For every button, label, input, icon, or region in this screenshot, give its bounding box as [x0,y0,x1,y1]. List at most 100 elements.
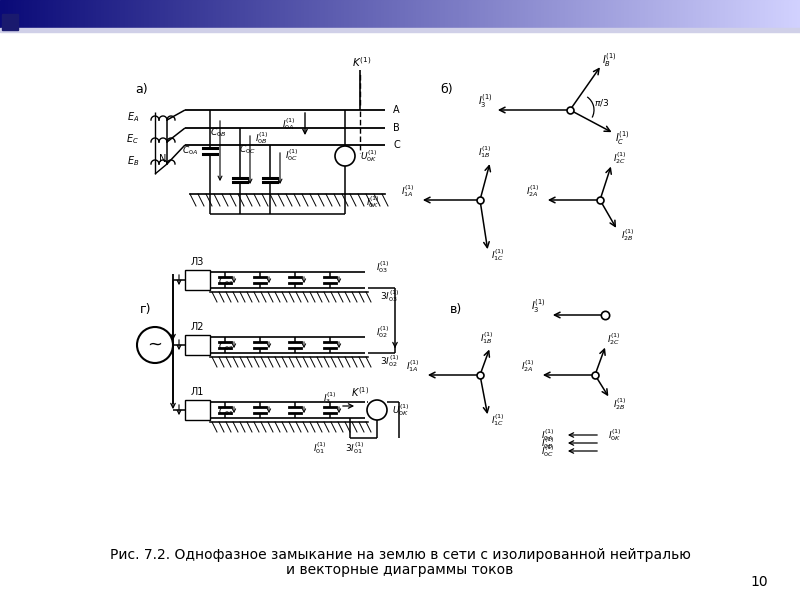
Bar [94,0,97,28]
Text: $\pi/3$: $\pi/3$ [594,97,610,107]
Bar [798,0,800,28]
Text: $I_{2A}^{(1)}$: $I_{2A}^{(1)}$ [521,358,535,374]
Bar [426,0,430,28]
Text: $I_C^{(1)}$: $I_C^{(1)}$ [615,130,630,148]
Bar [614,0,617,28]
Bar [766,0,769,28]
Bar [594,0,598,28]
Bar [82,0,86,28]
Bar [546,0,550,28]
Bar [86,0,89,28]
Bar [520,0,524,28]
Text: $I_{2C}^{(1)}$: $I_{2C}^{(1)}$ [607,331,621,347]
Bar [526,0,529,28]
Bar [16,0,20,28]
Text: A: A [393,105,400,115]
Bar [694,0,697,28]
Bar [222,0,225,28]
Bar [238,0,241,28]
Bar [296,0,300,28]
Text: $I_3^{(1)}$: $I_3^{(1)}$ [478,92,492,110]
Bar [554,0,558,28]
Bar [450,0,454,28]
Bar [650,0,654,28]
Bar [248,0,252,28]
Bar [464,0,468,28]
Bar [322,0,326,28]
Bar [0,0,4,28]
Bar [490,0,494,28]
Bar [656,0,660,28]
Bar [42,0,46,28]
Bar [626,0,630,28]
Bar [226,0,230,28]
Bar [72,0,76,28]
Bar [470,0,473,28]
Bar [622,0,625,28]
Bar [688,0,692,28]
Bar [166,0,169,28]
Bar [280,0,284,28]
Bar [338,0,342,28]
Bar [102,0,105,28]
Bar [224,0,228,28]
Bar [778,0,782,28]
Bar [200,0,204,28]
Text: $I_{2C}^{(1)}$: $I_{2C}^{(1)}$ [613,150,626,166]
Text: $3I_{02}^{(1)}$: $3I_{02}^{(1)}$ [380,353,400,369]
Bar [386,0,390,28]
Text: $I_{1B}^{(1)}$: $I_{1B}^{(1)}$ [480,330,494,346]
Bar [56,0,60,28]
Bar [320,0,324,28]
Bar [270,0,273,28]
Bar [118,0,121,28]
Bar [266,0,270,28]
Text: N: N [159,154,166,164]
Bar [632,0,636,28]
Bar [194,0,198,28]
Bar [784,0,788,28]
Bar [648,0,652,28]
Text: $C_{03}$: $C_{03}$ [218,276,234,288]
Bar [442,0,446,28]
Bar [150,0,153,28]
Bar [22,0,25,28]
Text: $I_{0K}^{(1)}$: $I_{0K}^{(1)}$ [366,194,380,210]
Text: $K^{(1)}$: $K^{(1)}$ [351,385,369,399]
Bar [738,0,742,28]
Bar [760,0,764,28]
Text: $E_A$: $E_A$ [126,110,139,124]
Bar [720,0,724,28]
Bar [504,0,508,28]
Bar [398,0,401,28]
Text: ~: ~ [147,336,162,354]
Bar [40,0,44,28]
Circle shape [367,400,387,420]
Bar [616,0,620,28]
Bar [70,0,73,28]
Bar [154,0,158,28]
Bar [714,0,718,28]
Bar [34,0,38,28]
Bar [758,0,761,28]
Bar [624,0,628,28]
Bar [38,0,41,28]
Bar [552,0,556,28]
Text: Рис. 7.2. Однофазное замыкание на землю в сети с изолированной нейтралью: Рис. 7.2. Однофазное замыкание на землю … [110,548,690,562]
Bar [690,0,694,28]
Bar [474,0,478,28]
Bar [208,0,212,28]
Bar [32,0,36,28]
Bar [18,0,22,28]
Bar [682,0,686,28]
Bar [746,0,750,28]
Bar [722,0,726,28]
Text: $C_{0B}$: $C_{0B}$ [210,127,226,139]
Bar [14,0,17,28]
Bar [686,0,689,28]
Bar [378,0,382,28]
Bar [152,0,156,28]
Bar [146,0,150,28]
Bar [182,0,185,28]
Bar [456,0,460,28]
